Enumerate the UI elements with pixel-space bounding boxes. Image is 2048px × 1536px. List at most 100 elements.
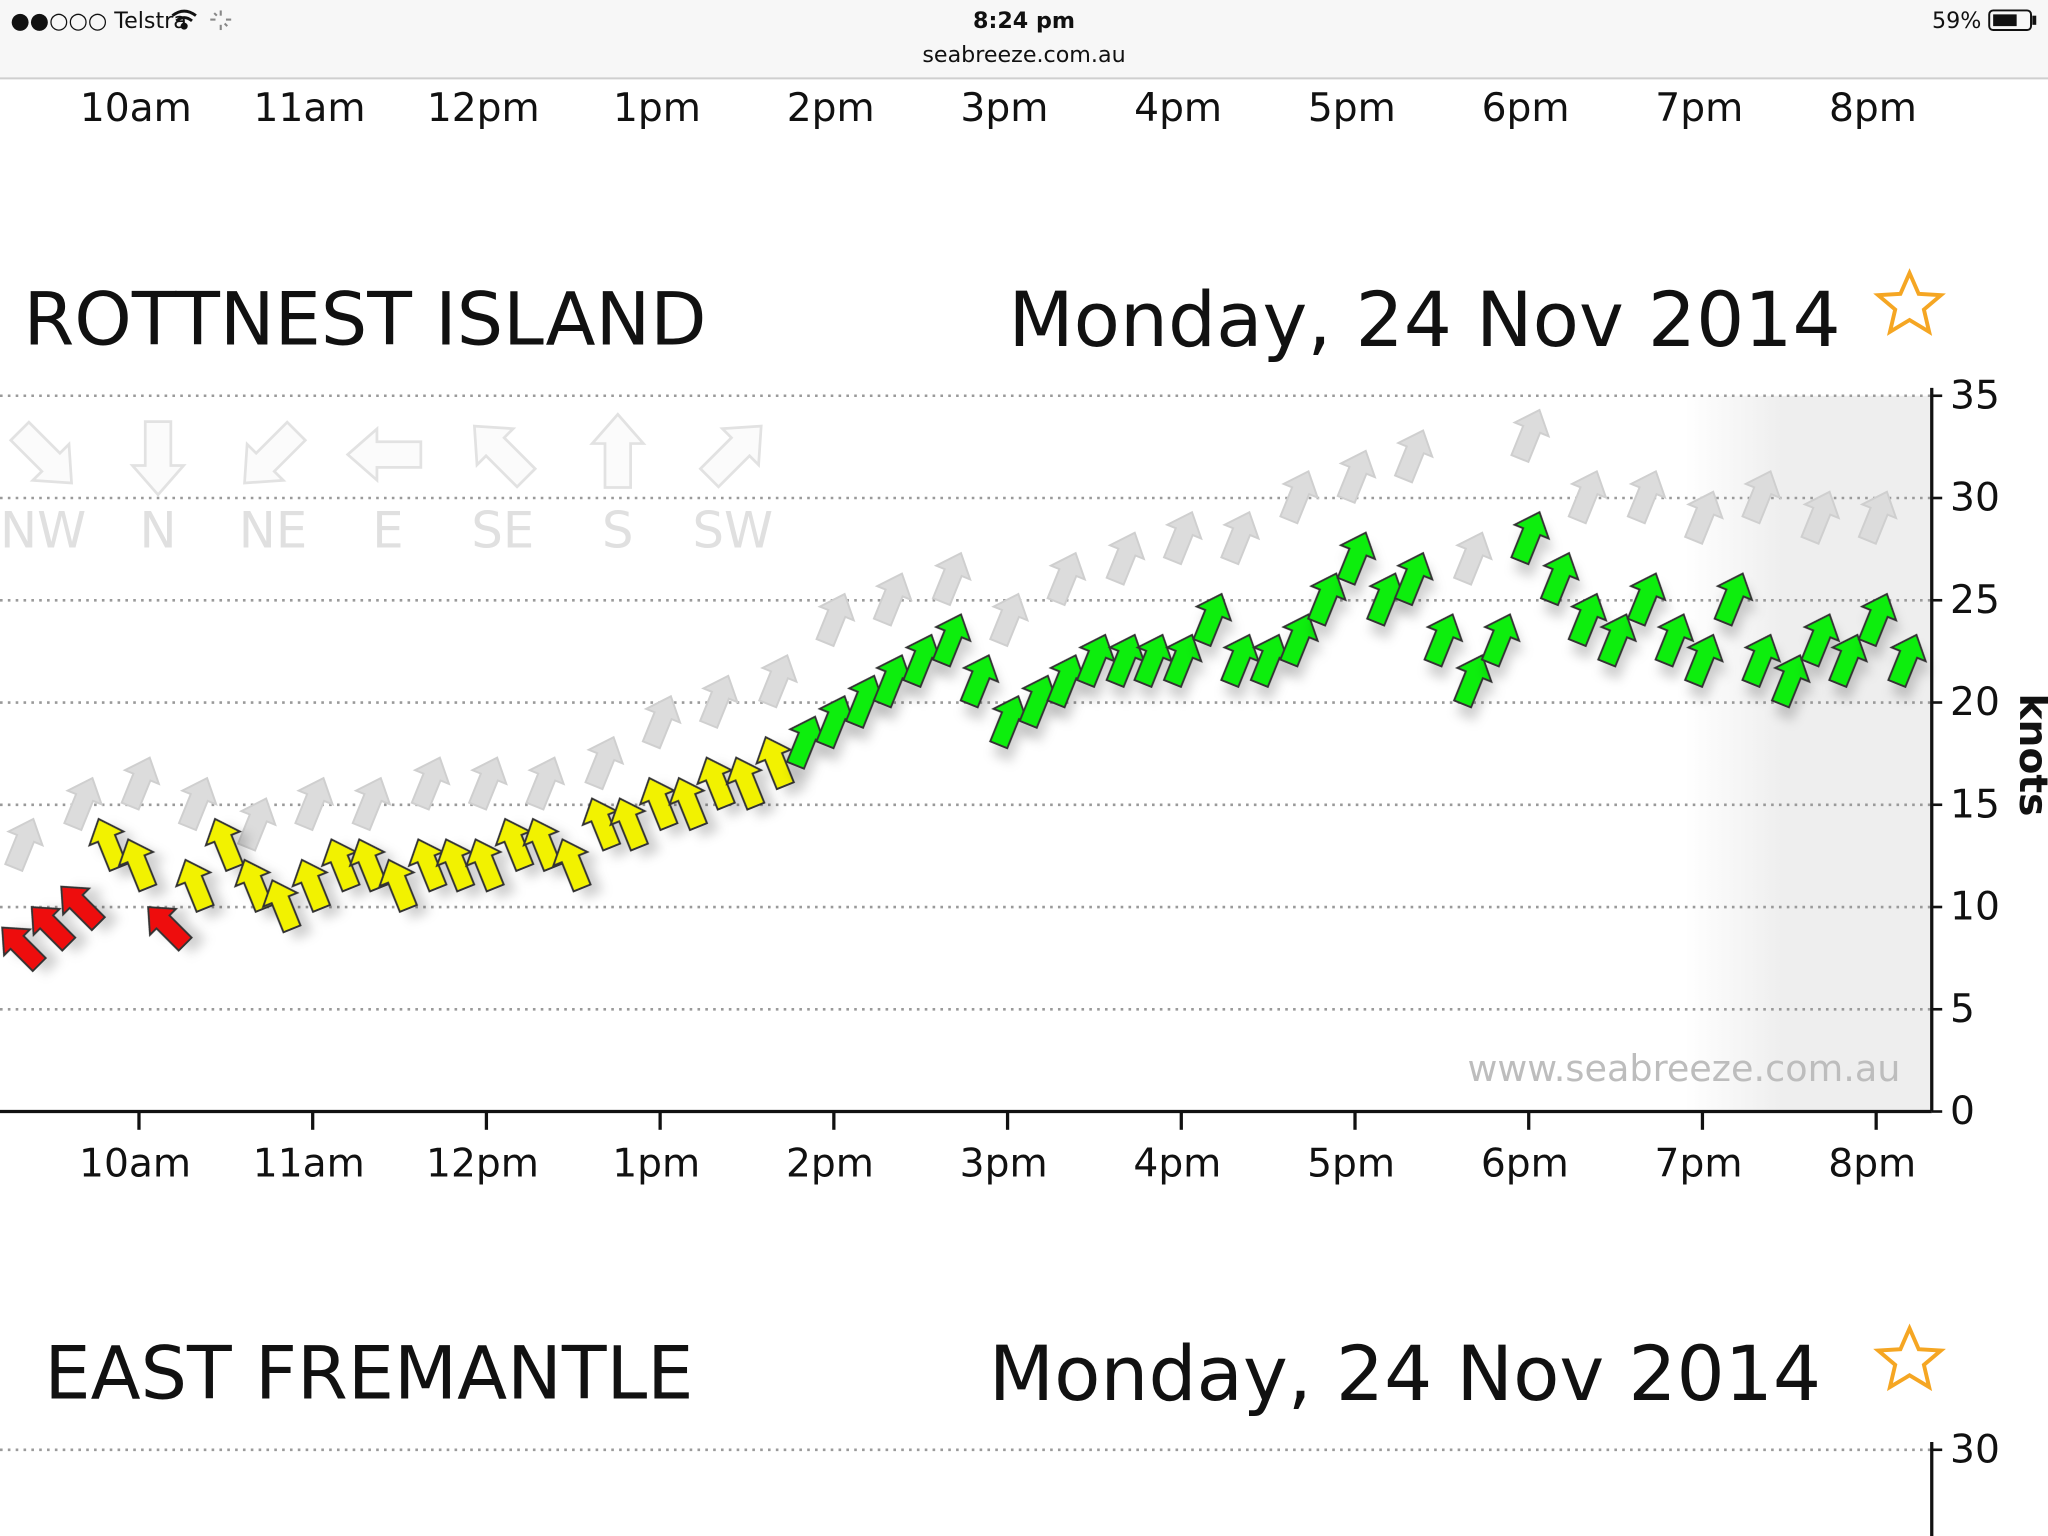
- wind-arrow: [378, 858, 419, 914]
- gust-arrow: [1279, 469, 1320, 525]
- previous-chart-axis: 10am 11am 12pm 1pm 2pm 3pm 4pm 5pm 6pm 7pm 8pm: [80, 86, 1917, 131]
- gust-arrow: [236, 797, 277, 852]
- wind-arrow: [1075, 633, 1116, 689]
- wind-arrow: [668, 776, 709, 832]
- direction-legend-label: NE: [239, 501, 307, 559]
- x-tick-label: 11am: [253, 1141, 365, 1186]
- wind-arrow: [261, 878, 302, 934]
- carrier: ●●○○○ Telstra: [10, 8, 186, 34]
- y-tick-label: 10: [1950, 885, 2000, 930]
- wind-arrow: [1567, 592, 1608, 648]
- direction-legend-label: SW: [692, 501, 773, 559]
- y-tick-label: 5: [1950, 987, 1975, 1032]
- wind-arrow: [695, 756, 737, 811]
- gust-arrow: [815, 592, 856, 648]
- wind-arrow: [1162, 633, 1203, 689]
- gust-arrow: [1626, 469, 1667, 525]
- gust-arrow: [872, 572, 913, 627]
- gust-arrow: [931, 551, 972, 607]
- direction-legend-arrow: [472, 424, 538, 489]
- direction-legend-arrow: [698, 424, 763, 489]
- y-tick-label: 35: [1950, 373, 2000, 418]
- wind-arrow: [1306, 572, 1348, 627]
- wind-arrow: [1510, 510, 1551, 566]
- wind-arrow: [1828, 633, 1869, 689]
- x-tick-label: 4pm: [1134, 86, 1222, 131]
- wind-arrow: [1626, 572, 1667, 627]
- direction-legend-label: S: [602, 501, 634, 559]
- wind-arrow: [609, 797, 650, 852]
- wind-arrow: [1480, 613, 1521, 668]
- wind-arrow: [1800, 613, 1841, 668]
- x-tick-label: 10am: [80, 86, 192, 131]
- x-tick-label: 4pm: [1133, 1141, 1221, 1186]
- wind-arrow: [725, 756, 766, 811]
- battery-icon: [1988, 9, 2037, 32]
- activity-icon: [210, 10, 232, 31]
- wind-arrow: [1, 926, 48, 973]
- status-bar: [0, 0, 2048, 79]
- y-tick-label: 0: [1950, 1089, 1975, 1134]
- chart-east-fremantle: EAST FREMANTLE Monday, 24 Nov 2014 30: [0, 1323, 2000, 1536]
- direction-legend-arrow: [8, 420, 74, 485]
- x-tick-label: 5pm: [1308, 86, 1396, 131]
- location-title: ROTTNEST ISLAND: [24, 278, 707, 363]
- gust-arrow: [1800, 490, 1841, 545]
- gust-arrow: [1220, 510, 1261, 566]
- x-tick-label: 2pm: [786, 1141, 874, 1186]
- clock: 8:24 pm: [973, 8, 1075, 34]
- wind-arrow: [1741, 633, 1782, 689]
- wind-arrow: [30, 906, 77, 952]
- favourite-star[interactable]: [1873, 268, 1946, 336]
- x-tick-label: 3pm: [960, 1141, 1048, 1186]
- gust-arrow: [1393, 429, 1434, 484]
- wind-arrow: [291, 858, 332, 914]
- battery-percent: 59%: [1932, 8, 1981, 34]
- gust-arrow: [294, 776, 335, 832]
- wind-arrow: [1597, 613, 1638, 668]
- x-tick-label: 12pm: [426, 1141, 539, 1186]
- date: Monday, 24 Nov 2014: [1008, 276, 1840, 364]
- wind-arrow: [1279, 613, 1320, 668]
- favourite-star[interactable]: [1873, 1323, 1946, 1392]
- gust-arrow: [1683, 490, 1724, 545]
- gust-arrow: [4, 817, 45, 873]
- gust-arrow: [641, 694, 682, 750]
- wind-arrow: [638, 776, 679, 832]
- wind-arrow: [348, 838, 389, 893]
- direction-legend-label: SE: [471, 501, 534, 559]
- direction-legend-arrow: [243, 420, 308, 485]
- x-tick-label: 1pm: [612, 1141, 700, 1186]
- wind-arrow: [1683, 633, 1724, 689]
- gust-arrow: [698, 674, 739, 730]
- wind-arrow: [60, 885, 107, 932]
- gust-arrow: [120, 756, 161, 811]
- x-tick-label: 10am: [79, 1141, 191, 1186]
- gust-arrow: [1741, 469, 1782, 525]
- chart-rottnest: ROTTNEST ISLAND Monday, 24 Nov 2014 www.…: [0, 268, 2048, 1186]
- gust-arrow: [757, 654, 799, 709]
- wind-arrow: [1452, 654, 1493, 709]
- location-title: EAST FREMANTLE: [44, 1332, 693, 1417]
- wind-arrow: [1857, 592, 1898, 648]
- url[interactable]: seabreeze.com.au: [922, 42, 1125, 68]
- x-tick-label: 2pm: [787, 86, 875, 131]
- y-tick-label: 20: [1950, 680, 2000, 725]
- wind-arrow: [1336, 531, 1377, 586]
- date: Monday, 24 Nov 2014: [989, 1330, 1821, 1418]
- gust-arrow: [351, 776, 392, 832]
- wind-arrow: [147, 906, 193, 952]
- wifi-icon: [171, 9, 197, 30]
- y-tick-label: 30: [1950, 1427, 2000, 1472]
- y-axis-label: knots: [2010, 693, 2048, 816]
- watermark: www.seabreeze.com.au: [1467, 1047, 1900, 1090]
- gust-arrow: [1510, 408, 1551, 464]
- gust-arrow: [1046, 551, 1087, 607]
- wind-arrow: [1220, 633, 1261, 689]
- gust-arrow: [467, 756, 508, 811]
- wind-arrow: [1713, 572, 1754, 627]
- wind-arrow: [522, 817, 563, 873]
- wind-arrow: [1192, 592, 1233, 648]
